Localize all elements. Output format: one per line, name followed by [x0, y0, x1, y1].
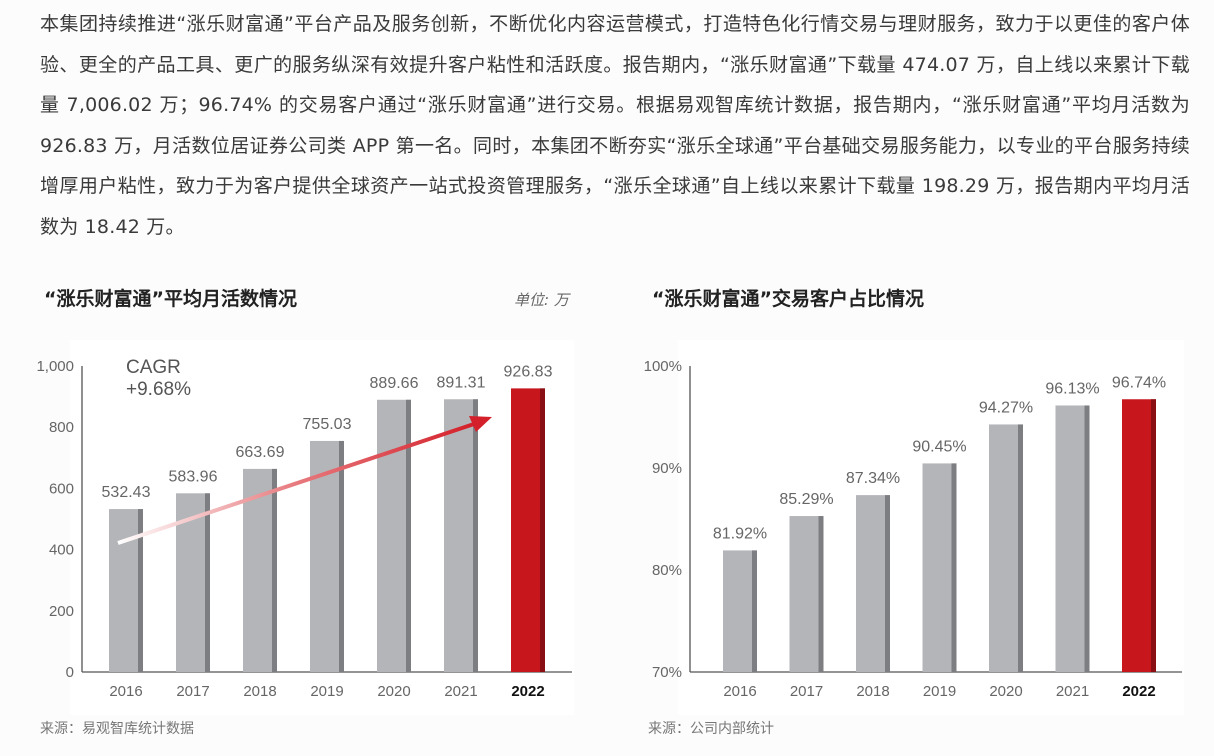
data-label: 889.66 — [370, 375, 419, 392]
x-tick-label: 2021 — [1056, 683, 1089, 700]
data-label: 663.69 — [236, 444, 285, 461]
bar-edge — [951, 463, 957, 672]
bar-2016 — [109, 509, 143, 672]
x-tick-label: 2016 — [723, 683, 756, 700]
x-tick-label: 2022 — [511, 683, 544, 700]
bar-edge — [406, 399, 411, 672]
bar-edge — [138, 509, 143, 672]
chart2-source: 来源：公司内部统计 — [648, 721, 774, 737]
x-tick-label: 2016 — [109, 683, 142, 700]
chart2-title: “涨乐财富通”交易客户占比情况 — [652, 288, 924, 310]
cagr-arrow-line — [117, 422, 475, 545]
bar-2022 — [511, 388, 545, 672]
bar-edge — [473, 399, 478, 672]
x-tick-label: 2020 — [377, 683, 410, 700]
data-label: 94.27% — [979, 399, 1033, 416]
data-label: 755.03 — [303, 416, 352, 433]
x-tick-label: 2018 — [856, 683, 889, 700]
data-label: 532.43 — [102, 484, 151, 501]
y-tick-label: 600 — [49, 480, 74, 497]
y-tick-label: 0 — [66, 664, 74, 681]
x-tick-label: 2020 — [989, 683, 1022, 700]
y-tick-label: 100% — [644, 358, 682, 375]
data-label: 891.31 — [437, 374, 486, 391]
x-tick-label: 2019 — [310, 683, 343, 700]
bar-edge — [1084, 405, 1090, 672]
bar-edge — [818, 516, 824, 672]
bar-edge — [339, 440, 344, 672]
y-tick-label: 800 — [49, 419, 74, 436]
cagr-label: CAGR — [126, 357, 181, 378]
y-tick-label: 1,000 — [36, 358, 74, 375]
bar-edge — [752, 550, 757, 672]
body-paragraph: 本集团持续推进“涨乐财富通”平台产品及服务创新，不断优化内容运营模式，打造特色化… — [40, 13, 1190, 238]
data-label: 85.29% — [779, 491, 833, 508]
data-label: 96.74% — [1112, 374, 1166, 391]
bar-edge — [272, 468, 277, 672]
x-tick-label: 2018 — [243, 683, 276, 700]
y-tick-label: 400 — [49, 542, 74, 559]
bar-2021 — [444, 399, 478, 672]
bar-2020 — [377, 399, 411, 672]
x-tick-label: 2017 — [790, 683, 823, 700]
bar-2019 — [310, 440, 344, 672]
x-tick-label: 2022 — [1122, 683, 1155, 700]
bar-2018 — [856, 495, 890, 672]
bar-edge — [540, 388, 545, 672]
cagr-value: +9.68% — [126, 379, 191, 400]
y-tick-label: 200 — [49, 603, 74, 620]
x-tick-label: 2017 — [176, 683, 209, 700]
chart1-title: “涨乐财富通”平均月活数情况 — [44, 288, 297, 310]
chart1-unit: 单位: 万 — [514, 291, 569, 309]
bar-2022 — [1122, 399, 1156, 672]
bar-2018 — [243, 468, 277, 672]
x-tick-label: 2021 — [444, 683, 477, 700]
bar-2017 — [789, 516, 824, 672]
cagr-arrow-head-icon — [469, 416, 492, 432]
bar-edge — [205, 493, 210, 672]
x-tick-label: 2019 — [923, 683, 956, 700]
data-label: 926.83 — [504, 363, 553, 380]
data-label: 96.13% — [1045, 380, 1099, 397]
bar-2020 — [989, 424, 1023, 672]
data-label: 81.92% — [713, 525, 767, 542]
bar-edge — [1018, 424, 1023, 672]
bar-2016 — [723, 550, 757, 672]
bar-2019 — [922, 463, 957, 672]
bar-edge — [1151, 399, 1156, 672]
bar-edge — [885, 495, 890, 672]
chart1-source: 来源：易观智库统计数据 — [40, 721, 194, 737]
y-tick-label: 80% — [652, 562, 682, 579]
data-label: 583.96 — [169, 468, 218, 485]
bar-2021 — [1055, 405, 1090, 672]
y-tick-label: 70% — [652, 664, 682, 681]
y-tick-label: 90% — [652, 460, 682, 477]
data-label: 87.34% — [846, 470, 900, 487]
data-label: 90.45% — [912, 438, 966, 455]
